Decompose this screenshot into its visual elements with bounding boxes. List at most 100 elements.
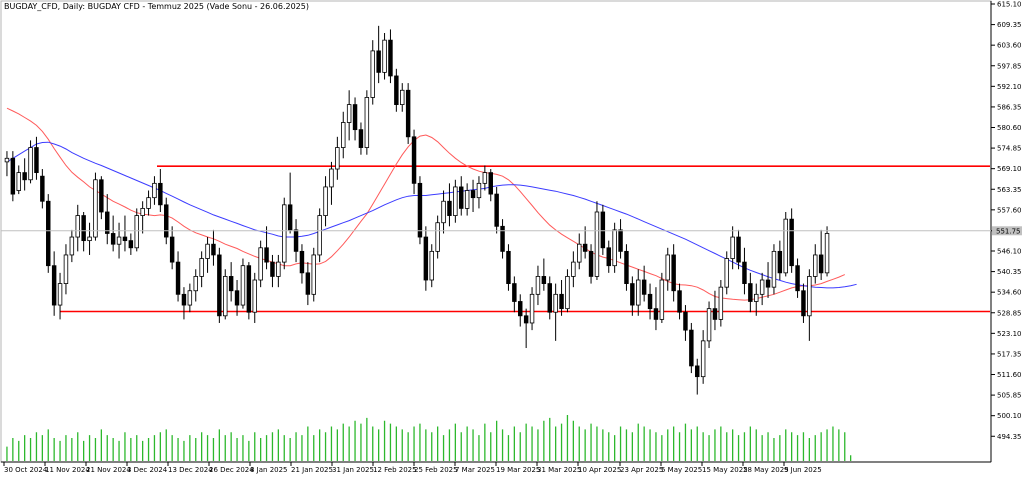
price-tick-label: 609.35 [997,21,1022,29]
candle [500,219,505,259]
candle [411,129,417,195]
candle [110,215,116,252]
candle-body [754,293,759,302]
candle-body [158,182,163,206]
time-tick-label: 21 Jan 2025 [291,466,333,474]
candle [470,179,476,212]
candle [16,165,21,195]
candle [476,176,482,209]
candle [305,262,311,306]
candle-body [529,293,535,324]
candle [134,208,139,252]
candle-body [394,75,399,105]
candle [175,251,181,302]
candle [813,244,818,284]
price-tick-label: 540.35 [997,268,1022,276]
candle [394,68,399,112]
price-tick-label: 592.10 [997,83,1022,91]
candle-body [807,276,812,317]
candle-body [700,340,706,378]
horizontal-levels [60,165,990,313]
candle-body [16,172,21,191]
candle [435,215,440,259]
candle-body [205,243,210,259]
candle-body [724,258,729,288]
time-tick-label: 8 Jan 2025 [250,466,288,474]
candle-body [523,315,529,324]
candle [429,244,434,288]
moving-average-slow [6,141,857,289]
candle-body [488,172,493,195]
candle [453,179,458,223]
candle-body [329,168,334,188]
candle-body [535,276,541,295]
candle [683,305,688,341]
candle [323,176,328,227]
time-tick-label: 25 Feb 2025 [414,466,458,474]
candle [748,272,753,313]
candle [606,240,611,273]
candle [335,136,340,180]
candle [541,258,547,291]
candle-body [169,236,175,263]
candle-body [228,276,234,292]
candle [730,226,735,270]
candle [535,265,541,306]
candle-body [659,279,665,320]
time-tick-label: 9 Jun 2025 [784,466,822,474]
candle [594,201,600,281]
candle [801,283,806,323]
price-tick-label: 546.10 [997,248,1022,256]
candle [659,272,665,323]
candle [494,186,499,234]
candle [618,219,623,259]
candle [211,229,216,266]
candle-body [441,200,446,224]
candle [612,222,617,273]
candle-body [459,186,464,209]
candle-body [370,50,375,98]
candle [187,283,193,313]
candle [689,322,694,374]
candle-body [252,279,257,313]
time-tick-label: 15 May 2025 [702,466,748,474]
candle [742,247,747,295]
candle-body [51,265,57,306]
candle-body [240,265,246,306]
candle-body [246,265,252,313]
candle [695,358,700,395]
price-tick-label: 574.85 [997,145,1022,153]
candle-body [453,186,458,216]
candle-body [193,276,198,292]
candle [223,269,228,320]
price-tick-label: 557.60 [997,206,1022,214]
candle [523,308,529,349]
candle [559,280,564,316]
candle-body [718,286,724,320]
candle [677,283,682,320]
candle-body [99,179,104,213]
candle [630,276,635,316]
candle-body [146,197,151,209]
candle-body [742,261,747,284]
candle-body [352,104,358,131]
candle-body [600,211,606,249]
candle [441,190,446,234]
candle [488,169,493,202]
candle [57,272,63,320]
candle-body [653,308,659,320]
price-axis: 615.10 609.35 603.60 597.85 592.10 586.35 580.… [991,1,1022,441]
candle-body [423,236,429,281]
time-tick-label: 23 Apr 2025 [620,466,663,474]
candle [293,219,299,263]
candle [512,276,517,313]
candle-body [447,200,452,216]
price-tick-label: 580.60 [997,124,1022,132]
candle [518,294,523,327]
candle-body [134,215,139,249]
candle-body [736,236,741,263]
candle-body [346,104,352,123]
candle-body [28,147,33,181]
